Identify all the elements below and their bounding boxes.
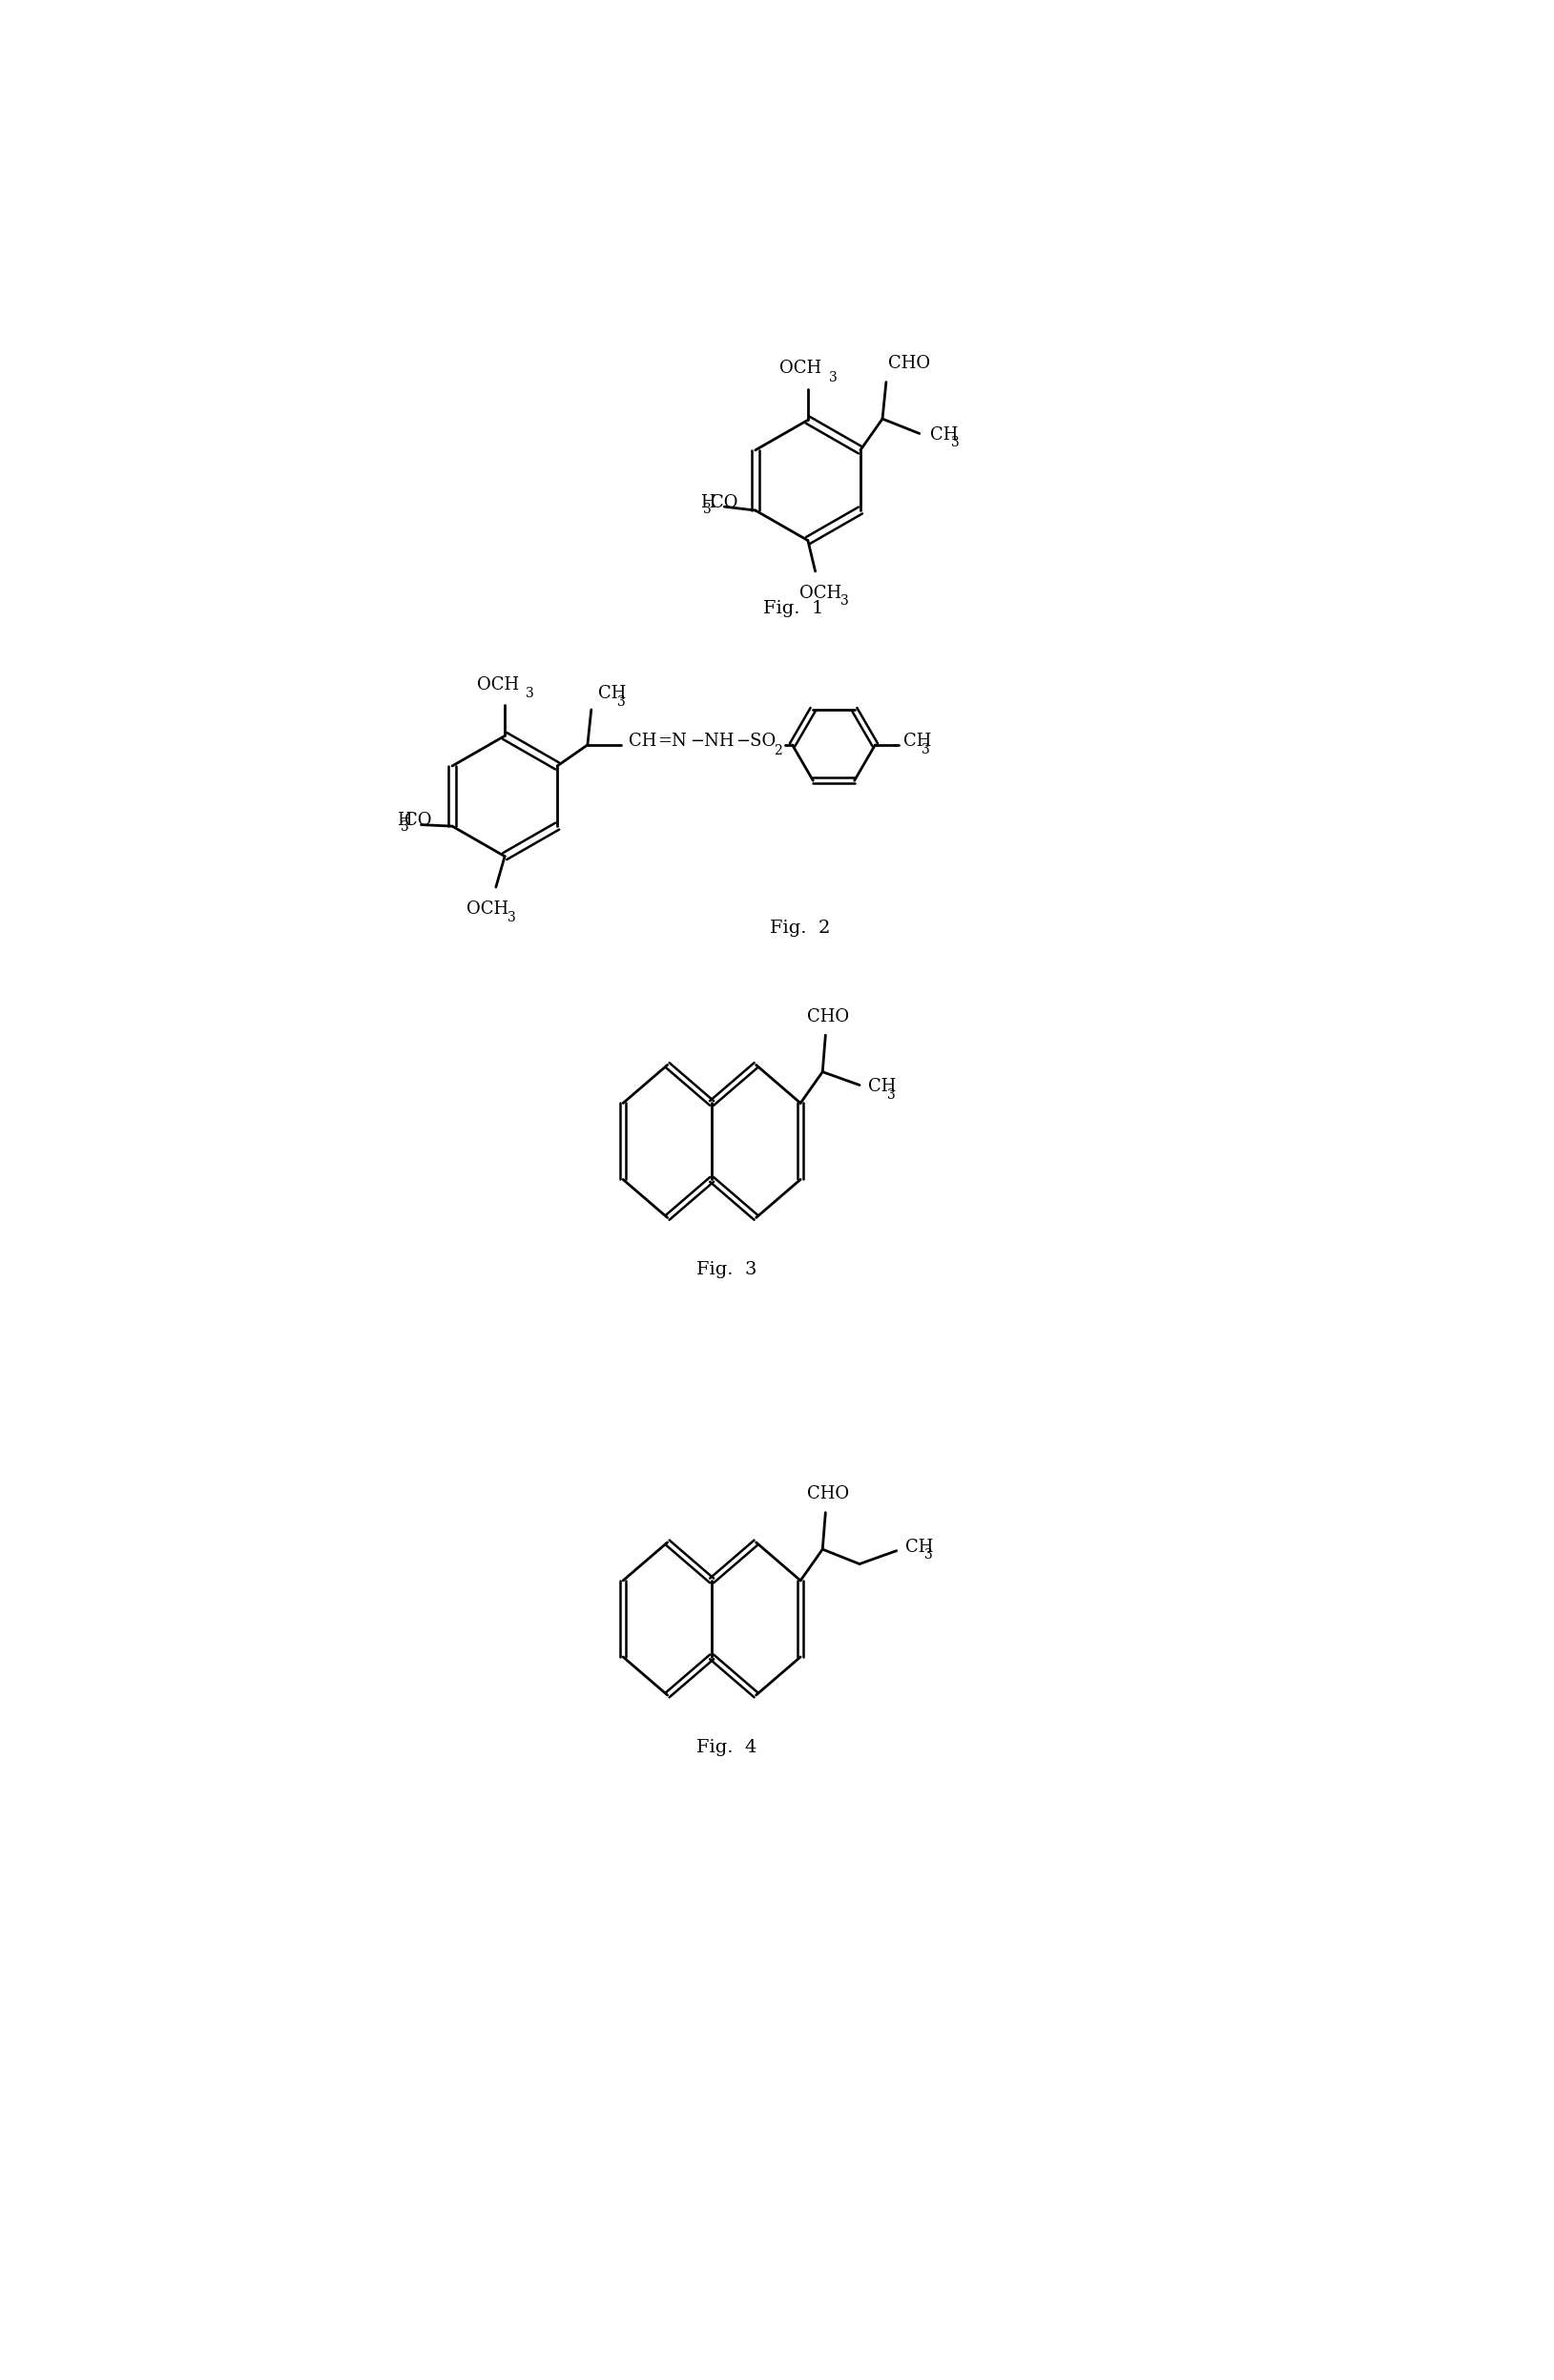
Text: CHO: CHO (887, 355, 931, 371)
Text: OCH: OCH (780, 359, 822, 376)
Text: CH: CH (931, 426, 959, 443)
Text: CH: CH (628, 733, 656, 750)
Text: CH: CH (903, 733, 931, 750)
Text: 3: 3 (702, 502, 712, 516)
Text: Fig.  1: Fig. 1 (763, 600, 824, 616)
Text: 3: 3 (925, 1549, 932, 1561)
Text: 3: 3 (841, 595, 848, 609)
Text: −SO: −SO (735, 733, 775, 750)
Text: Fig.  3: Fig. 3 (696, 1261, 757, 1278)
Text: 3: 3 (951, 436, 959, 450)
Text: CO: CO (404, 812, 432, 828)
Text: CH: CH (906, 1537, 934, 1557)
Text: 3: 3 (828, 371, 838, 383)
Text: −NH: −NH (690, 733, 733, 750)
Text: OCH: OCH (466, 900, 508, 919)
Text: 3: 3 (401, 821, 409, 833)
Text: =N: =N (657, 733, 687, 750)
Text: 3: 3 (525, 685, 535, 700)
Text: 3: 3 (617, 695, 625, 709)
Text: 3: 3 (508, 912, 516, 923)
Text: CH: CH (598, 685, 626, 702)
Text: OCH: OCH (799, 585, 841, 602)
Text: CO: CO (710, 495, 738, 512)
Text: 3: 3 (922, 743, 929, 757)
Text: Fig.  4: Fig. 4 (696, 1740, 757, 1756)
Text: CHO: CHO (808, 1485, 850, 1502)
Text: CH: CH (867, 1078, 895, 1095)
Text: H: H (699, 495, 715, 512)
Text: Fig.  2: Fig. 2 (771, 919, 831, 938)
Text: 2: 2 (774, 745, 782, 757)
Text: H: H (396, 812, 412, 828)
Text: OCH: OCH (477, 676, 519, 693)
Text: CHO: CHO (808, 1009, 850, 1026)
Text: 3: 3 (887, 1088, 895, 1102)
